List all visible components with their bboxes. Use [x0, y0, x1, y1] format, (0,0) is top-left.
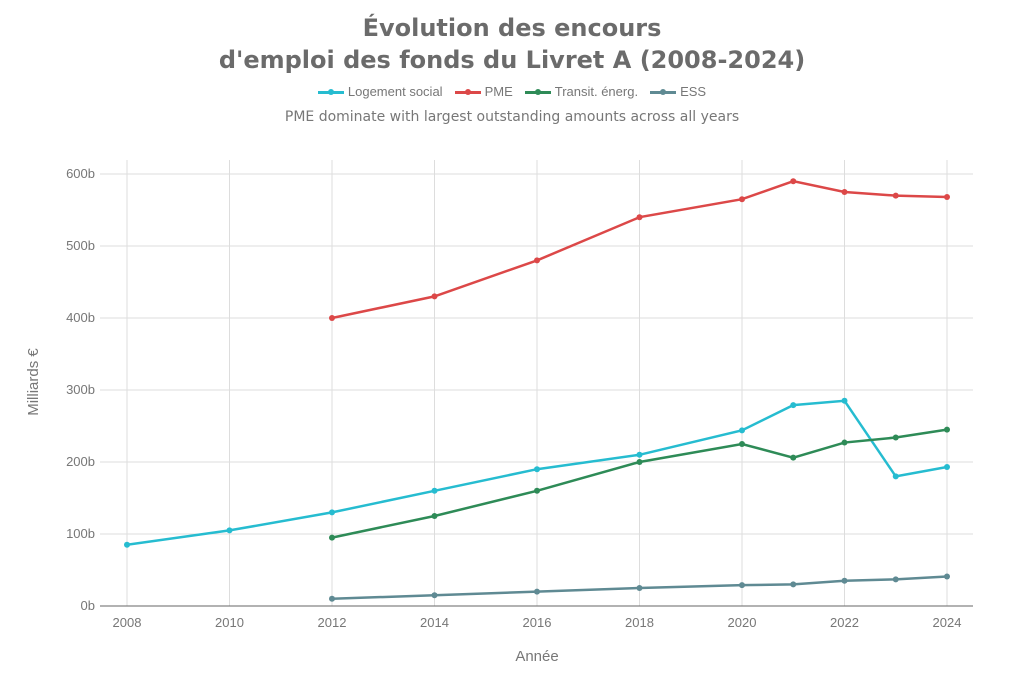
data-point [790, 454, 797, 461]
data-point [841, 439, 848, 446]
x-tick-label: 2012 [318, 615, 347, 630]
data-point [534, 257, 540, 264]
legend: Logement social PME Transit. énerg. ESS [0, 84, 1024, 100]
legend-swatch [317, 88, 344, 95]
data-point [431, 293, 438, 300]
legend-item-ess[interactable]: ESS [650, 84, 706, 100]
x-tick-label: 2020 [728, 615, 757, 630]
chart-title-line1: Évolution des encours [362, 14, 662, 42]
y-tick-label: 200b [66, 454, 95, 469]
data-point [790, 581, 797, 588]
data-point [739, 427, 745, 434]
chart-title-line2: d'emploi des fonds du Livret A (2008-202… [218, 46, 806, 74]
y-tick-label: 600b [66, 166, 95, 181]
y-tick-label: 400b [66, 310, 95, 325]
x-tick-label: 2022 [830, 615, 859, 630]
data-point [636, 459, 643, 465]
data-point [944, 194, 950, 201]
data-point [329, 534, 335, 541]
chart-subtitle: PME dominate with largest outstanding am… [284, 109, 740, 125]
series-ess [329, 573, 950, 602]
data-point [431, 487, 438, 494]
x-tick-label: 2014 [420, 615, 449, 630]
data-point [739, 441, 745, 447]
y-tick-label: 0b [81, 598, 95, 613]
data-point [636, 451, 643, 458]
x-tick-label: 2010 [215, 615, 244, 630]
y-tick-label: 300b [66, 382, 95, 397]
legend-label: Transit. énerg. [554, 84, 639, 99]
legend-swatch [524, 88, 551, 95]
data-point [841, 397, 848, 404]
data-point [892, 192, 899, 199]
data-point [892, 434, 899, 441]
data-point [841, 189, 848, 195]
data-point [329, 595, 335, 602]
legend-label: Logement social [347, 84, 443, 99]
series-logement-social [124, 397, 950, 548]
data-point [534, 588, 540, 595]
data-point [636, 585, 643, 591]
y-axis-label: Milliards € [25, 348, 42, 416]
data-point [739, 582, 745, 589]
y-tick-label: 500b [66, 238, 95, 253]
series-transit-nerg [329, 426, 950, 541]
data-point [944, 573, 950, 580]
data-point [944, 426, 950, 433]
legend-swatch [650, 88, 677, 95]
data-point [892, 576, 899, 583]
data-point [431, 592, 438, 599]
data-point [790, 178, 797, 185]
legend-item-transit-nerg[interactable]: Transit. énerg. [524, 84, 639, 100]
data-point [226, 527, 233, 534]
series-pme [329, 178, 950, 321]
data-point [739, 196, 745, 203]
legend-label: ESS [680, 84, 707, 99]
data-point [944, 464, 950, 471]
data-point [636, 214, 643, 221]
legend-label: PME [484, 84, 513, 99]
data-point [431, 513, 438, 519]
chart-title: Évolution des encours d'emploi des fonds… [0, 12, 1024, 76]
x-axis-label: Année [515, 648, 558, 665]
data-point [841, 577, 848, 584]
data-point [329, 315, 335, 321]
legend-item-pme[interactable]: PME [454, 84, 513, 100]
legend-item-logement-social[interactable]: Logement social [317, 84, 443, 100]
y-tick-label: 100b [66, 526, 95, 541]
x-tick-label: 2008 [113, 615, 142, 630]
data-point [790, 402, 797, 409]
data-point [534, 466, 540, 473]
x-tick-label: 2016 [523, 615, 552, 630]
data-point [892, 473, 899, 480]
x-tick-label: 2024 [933, 615, 962, 630]
data-point [124, 541, 130, 548]
data-point [534, 487, 540, 494]
data-point [329, 509, 335, 516]
x-tick-label: 2018 [625, 615, 654, 630]
legend-swatch [454, 88, 481, 95]
